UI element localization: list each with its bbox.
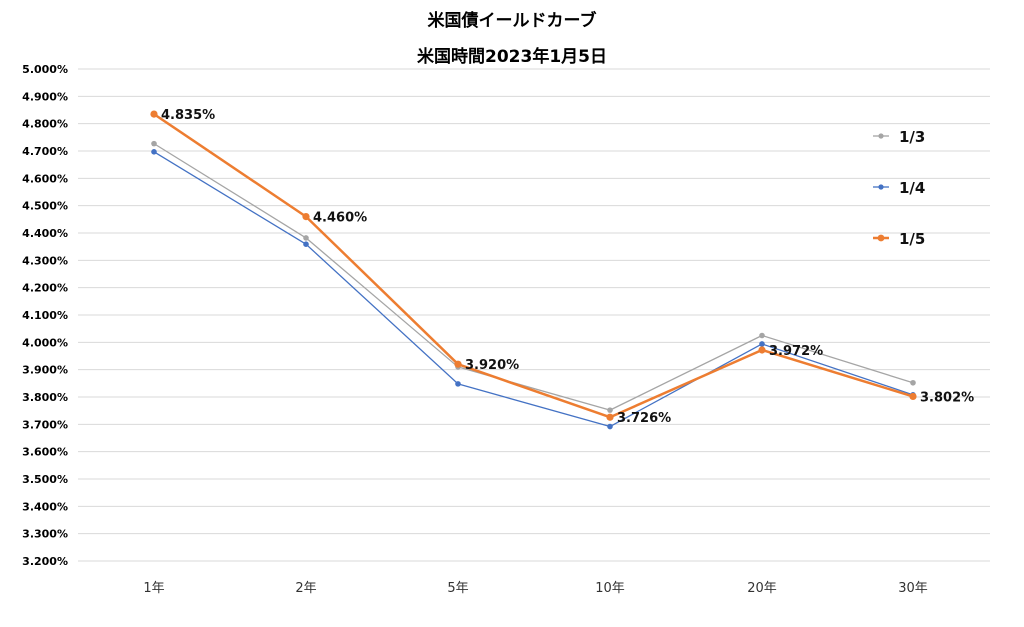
series-lines — [150, 110, 917, 430]
data-point — [454, 360, 462, 368]
series-line — [153, 143, 914, 411]
legend-swatch-marker — [877, 234, 885, 242]
gridlines — [78, 68, 990, 562]
data-label: 3.726% — [617, 411, 671, 426]
data-point — [607, 423, 613, 430]
data-point — [910, 379, 916, 386]
x-tick-label: 2年 — [295, 581, 316, 596]
legend-label: 1/4 — [899, 179, 925, 197]
y-tick-label: 3.900% — [22, 364, 68, 377]
y-tick-label: 3.400% — [22, 500, 68, 513]
legend-label: 1/3 — [899, 128, 925, 146]
legend: 1/3 1/4 1/5 — [873, 128, 925, 248]
y-tick-label: 4.700% — [22, 145, 68, 158]
series-line — [153, 113, 914, 419]
legend-swatch-marker — [878, 133, 884, 139]
legend-item: 1/4 — [873, 179, 925, 197]
series-line — [153, 151, 914, 428]
data-point — [151, 149, 157, 155]
x-tick-label: 20年 — [747, 581, 777, 596]
y-tick-label: 4.500% — [22, 200, 68, 213]
x-axis-ticks: 1年 2年 5年 10年 20年 30年 — [143, 581, 927, 596]
y-tick-label: 3.700% — [22, 418, 68, 431]
y-tick-label: 5.000% — [22, 63, 68, 76]
chart-title: 米国債イールドカーブ — [428, 10, 597, 31]
y-tick-label: 3.300% — [22, 528, 68, 541]
legend-label: 1/5 — [899, 230, 925, 248]
data-label: 3.920% — [465, 358, 519, 373]
y-tick-label: 4.100% — [22, 309, 68, 322]
x-tick-label: 5年 — [447, 581, 468, 596]
legend-item: 1/5 — [873, 230, 925, 248]
data-point — [151, 140, 157, 147]
data-point — [303, 241, 309, 248]
x-tick-label: 10年 — [595, 581, 625, 596]
chart-subtitle: 米国時間2023年1月5日 — [417, 46, 607, 67]
series-1-4 — [151, 149, 916, 430]
data-point — [606, 413, 614, 421]
legend-item: 1/3 — [873, 128, 925, 146]
data-point — [759, 341, 765, 347]
y-tick-label: 4.400% — [22, 227, 68, 240]
y-tick-label: 3.800% — [22, 391, 68, 404]
data-label: 4.460% — [313, 211, 367, 226]
data-point — [607, 407, 613, 413]
y-tick-label: 4.200% — [22, 282, 68, 295]
x-tick-label: 1年 — [143, 581, 164, 596]
data-point — [303, 235, 309, 241]
series-1-3 — [151, 140, 916, 413]
y-tick-label: 4.800% — [22, 118, 68, 131]
data-point — [455, 381, 461, 387]
y-tick-label: 4.600% — [22, 172, 68, 185]
y-tick-label: 3.500% — [22, 473, 68, 486]
data-point — [302, 213, 310, 221]
y-tick-label: 4.300% — [22, 254, 68, 267]
legend-swatch-marker — [878, 184, 884, 190]
y-tick-label: 3.200% — [22, 555, 68, 568]
data-point — [909, 392, 917, 401]
y-tick-label: 4.000% — [22, 336, 68, 349]
x-tick-label: 30年 — [898, 581, 928, 596]
data-labels: 4.835% 4.460% 3.920% 3.726% 3.972% 3.802% — [161, 108, 974, 426]
data-point — [758, 346, 766, 354]
data-point — [759, 332, 765, 339]
y-tick-label: 3.600% — [22, 446, 68, 459]
data-label: 4.835% — [161, 108, 215, 123]
data-label: 3.802% — [920, 390, 974, 405]
data-label: 3.972% — [769, 344, 823, 359]
y-tick-label: 4.900% — [22, 90, 68, 103]
series-1-5 — [150, 110, 917, 421]
data-point — [150, 110, 158, 118]
y-axis-ticks: 3.200% 3.300% 3.400% 3.500% 3.600% 3.700% 3.80… — [22, 63, 68, 568]
